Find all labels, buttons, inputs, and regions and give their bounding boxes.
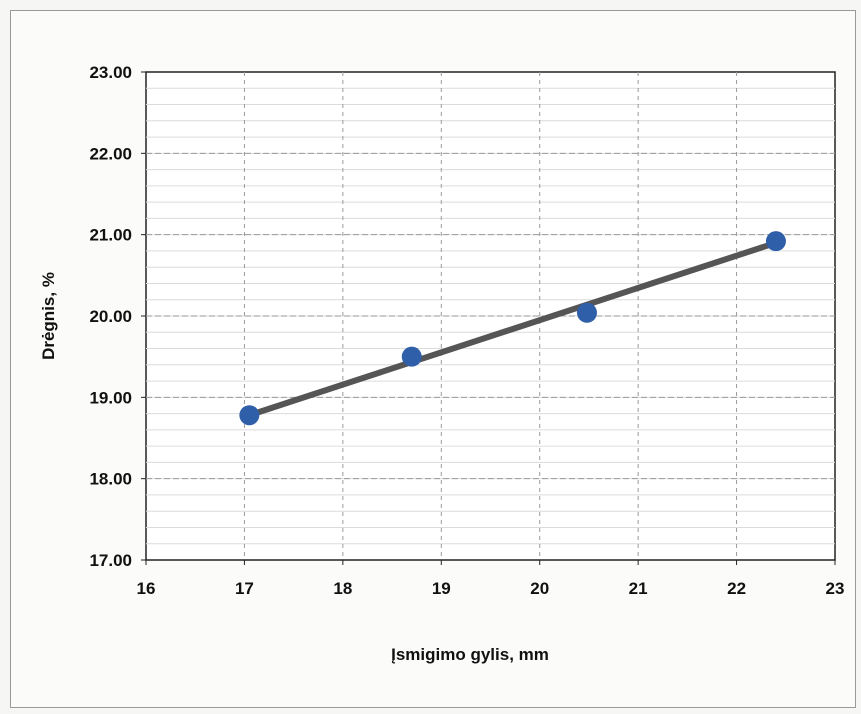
x-axis-label: Įsmigimo gylis, mm (391, 645, 549, 664)
data-point (239, 405, 260, 426)
x-tick-label: 21 (629, 579, 648, 598)
x-tick-label: 18 (333, 579, 352, 598)
y-tick-label: 19.00 (89, 388, 132, 407)
x-tick-labels: 16 17 18 19 20 21 22 23 (137, 560, 845, 598)
x-tick-label: 22 (727, 579, 746, 598)
minor-grid (146, 87, 835, 545)
major-grid (146, 72, 835, 560)
y-tick-label: 22.00 (89, 144, 132, 163)
x-tick-label: 23 (826, 579, 845, 598)
trendline-group (246, 239, 779, 419)
x-tick-label: 16 (137, 579, 156, 598)
data-point (401, 346, 422, 367)
y-tick-label: 20.00 (89, 307, 132, 326)
y-axis-label: Drėgnis, % (39, 272, 58, 360)
x-tick-label: 19 (432, 579, 451, 598)
y-tick-label: 18.00 (89, 470, 132, 489)
y-tick-label: 23.00 (89, 63, 132, 82)
data-points (239, 231, 786, 426)
data-point (765, 231, 786, 252)
y-tick-label: 17.00 (89, 551, 132, 570)
y-tick-labels: 17.00 18.00 19.00 20.00 21.00 22.00 23.00 (89, 63, 146, 570)
x-tick-label: 17 (235, 579, 254, 598)
data-point (576, 302, 597, 323)
y-tick-label: 21.00 (89, 226, 132, 245)
x-tick-label: 20 (530, 579, 549, 598)
trendline (246, 239, 779, 419)
